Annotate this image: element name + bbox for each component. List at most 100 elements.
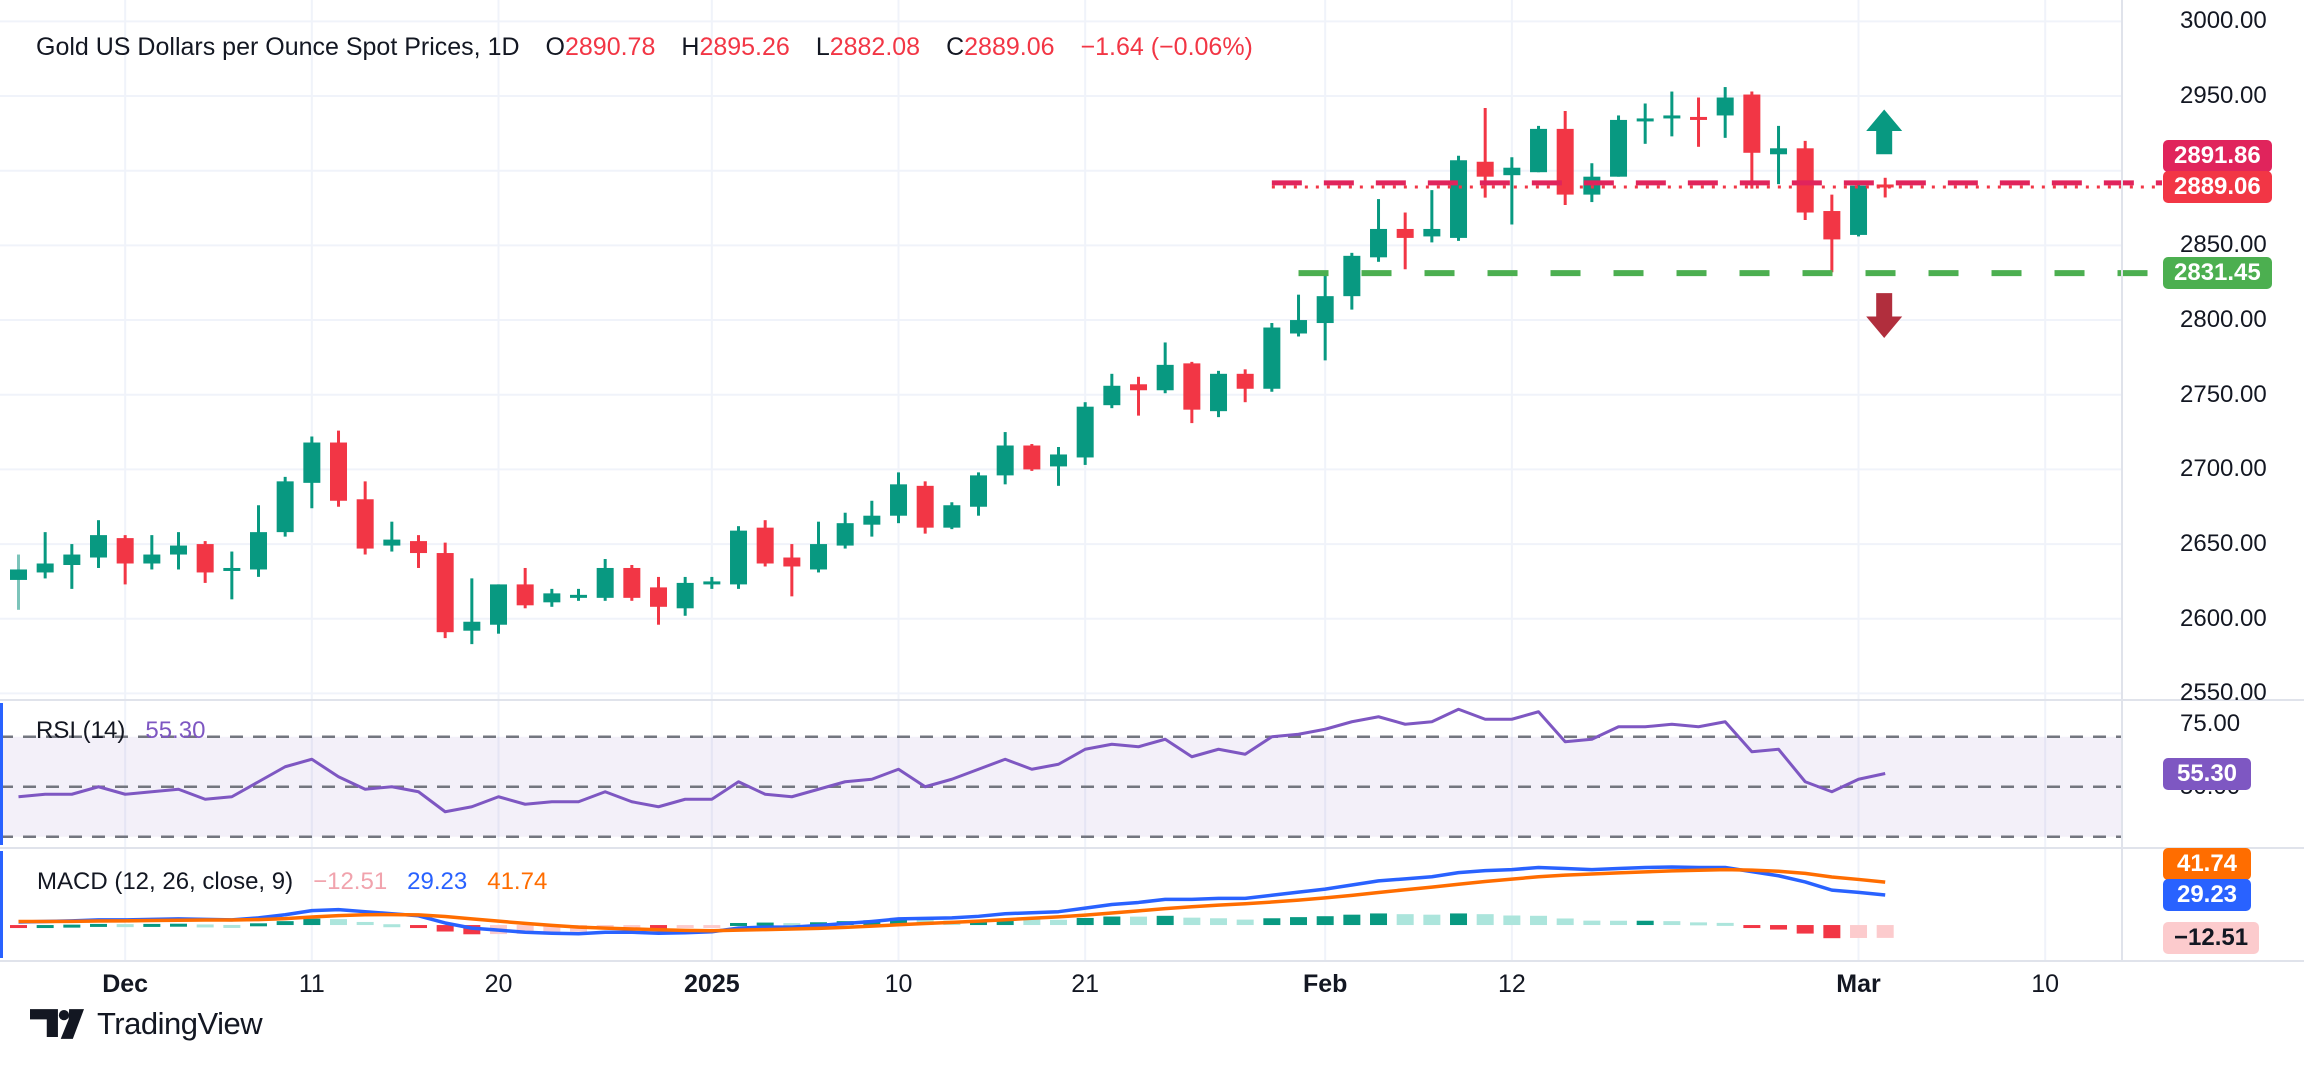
rsi-legend[interactable]: RSI (14) 55.30 xyxy=(36,717,205,745)
macd-histogram-bar xyxy=(890,919,908,926)
macd-signal-value: 41.74 xyxy=(487,868,548,895)
macd-histogram-bar xyxy=(356,921,374,926)
macd-histogram-bar xyxy=(1423,914,1441,926)
rsi-line xyxy=(18,707,1886,814)
macd-histogram-bar xyxy=(143,923,161,927)
macd-histogram-bar xyxy=(623,925,641,929)
macd-value-badge: 41.74 xyxy=(2163,848,2251,881)
macd-histogram-bar xyxy=(63,924,81,928)
candle-body xyxy=(836,523,854,546)
macd-histogram-bar xyxy=(756,922,774,926)
candle-body xyxy=(116,538,134,564)
candle-body xyxy=(543,593,561,603)
macd-histogram-bar xyxy=(1130,916,1148,926)
rsi-label[interactable]: RSI (14) xyxy=(36,717,126,744)
macd-histogram-bar xyxy=(1770,925,1788,930)
macd-histogram-bar xyxy=(10,925,27,929)
macd-histogram-bar xyxy=(276,921,294,926)
macd-hist-value: −12.51 xyxy=(313,868,388,895)
candle-body xyxy=(1343,255,1361,297)
rsi-pane-accent xyxy=(0,703,3,845)
candle-body xyxy=(170,545,188,555)
macd-histogram-bar xyxy=(676,925,694,929)
macd-histogram-bar xyxy=(1370,913,1388,926)
macd-histogram-bar xyxy=(116,924,134,928)
macd-label[interactable]: MACD (12, 26, close, 9) xyxy=(37,868,294,895)
macd-histogram-bar xyxy=(1743,925,1761,929)
price-axis[interactable]: 3000.00 2950.00 2850.00 2800.00 2750.00 2700.… xyxy=(2122,0,2304,1066)
candle-body xyxy=(863,515,881,525)
price-line-badge: 2889.06 xyxy=(2163,171,2272,204)
price-axis-label: 2550.00 xyxy=(2180,679,2267,707)
time-axis[interactable]: Dec 11 20 2025 10 21 Feb 12 Mar 10 xyxy=(0,961,2304,1006)
candle-body xyxy=(1236,373,1254,389)
macd-histogram-bar xyxy=(810,922,828,926)
candle-body xyxy=(410,541,428,554)
macd-histogram-bar xyxy=(1503,915,1521,926)
macd-value-badge: 29.23 xyxy=(2163,879,2251,912)
rsi-value: 55.30 xyxy=(145,717,206,744)
candle-body xyxy=(703,581,721,585)
macd-histogram-bar xyxy=(1396,914,1414,926)
candle-body xyxy=(1450,160,1468,238)
candle-body xyxy=(196,544,214,573)
time-axis-label: 11 xyxy=(298,970,325,998)
close-value: C2889.06 xyxy=(946,33,1055,61)
candle-body xyxy=(1210,373,1228,412)
price-axis-label: 2950.00 xyxy=(2180,82,2267,110)
macd-histogram-bar xyxy=(410,925,428,929)
rsi-value-badge: 55.30 xyxy=(2163,757,2251,790)
time-axis-label: 10 xyxy=(2031,970,2060,998)
time-axis-label: 21 xyxy=(1071,970,1100,998)
macd-histogram-bar xyxy=(250,923,268,927)
change-value: −1.64 (−0.06%) xyxy=(1080,33,1253,61)
macd-histogram-bar xyxy=(1210,918,1228,926)
macd-histogram-bar xyxy=(1823,925,1841,939)
macd-histogram-bar xyxy=(1103,916,1121,926)
candle-body xyxy=(63,554,81,565)
candle-body xyxy=(1396,228,1414,238)
macd-histogram-bar xyxy=(1796,925,1814,934)
candle-body xyxy=(1316,296,1334,324)
time-axis-label: 2025 xyxy=(684,970,740,998)
macd-histogram-bar xyxy=(1716,922,1734,926)
down-arrow-annotation[interactable] xyxy=(1866,293,1903,338)
up-arrow-annotation[interactable] xyxy=(1866,109,1903,155)
symbol-title[interactable]: Gold US Dollars per Ounce Spot Prices, 1… xyxy=(36,33,520,61)
macd-histogram-bar xyxy=(996,919,1014,926)
candle-body xyxy=(143,554,161,564)
candle-body xyxy=(10,569,27,580)
macd-histogram-bar xyxy=(1556,918,1574,926)
macd-histogram-bar xyxy=(543,925,561,933)
price-axis-label: 2750.00 xyxy=(2180,380,2267,408)
macd-histogram-bar xyxy=(1023,919,1041,926)
macd-histogram-bar xyxy=(330,919,348,926)
macd-line-value: 29.23 xyxy=(407,868,468,895)
candle-body xyxy=(1370,228,1388,258)
macd-histogram-bar xyxy=(1183,917,1201,926)
candle-body xyxy=(1876,184,1894,188)
time-axis-label: Mar xyxy=(1836,970,1881,998)
macd-histogram-bar xyxy=(1476,914,1494,926)
open-value: O2890.78 xyxy=(545,33,656,61)
candle-body xyxy=(1770,148,1788,155)
symbol-legend[interactable]: Gold US Dollars per Ounce Spot Prices, 1… xyxy=(36,33,1253,62)
price-line-badge: 2831.45 xyxy=(2163,257,2272,290)
macd-histogram-bar xyxy=(1850,925,1868,938)
macd-histogram-bar xyxy=(1076,917,1094,926)
candle-body xyxy=(463,621,481,631)
price-axis-label: 2800.00 xyxy=(2180,306,2267,334)
candle-body xyxy=(1476,161,1494,177)
candle-body xyxy=(1263,327,1281,389)
macd-histogram-bar xyxy=(1263,918,1281,926)
candle-body xyxy=(1130,384,1148,391)
macd-value-badge: −12.51 xyxy=(2163,921,2260,954)
tradingview-logo[interactable]: TradingView xyxy=(30,1006,263,1042)
macd-histogram-bar xyxy=(1530,915,1548,926)
macd-legend[interactable]: MACD (12, 26, close, 9) −12.51 29.23 41.… xyxy=(37,868,547,896)
candle-body xyxy=(1290,320,1308,334)
candle-body xyxy=(756,527,774,564)
candle-body xyxy=(970,475,988,507)
macd-pane-accent xyxy=(0,851,3,958)
